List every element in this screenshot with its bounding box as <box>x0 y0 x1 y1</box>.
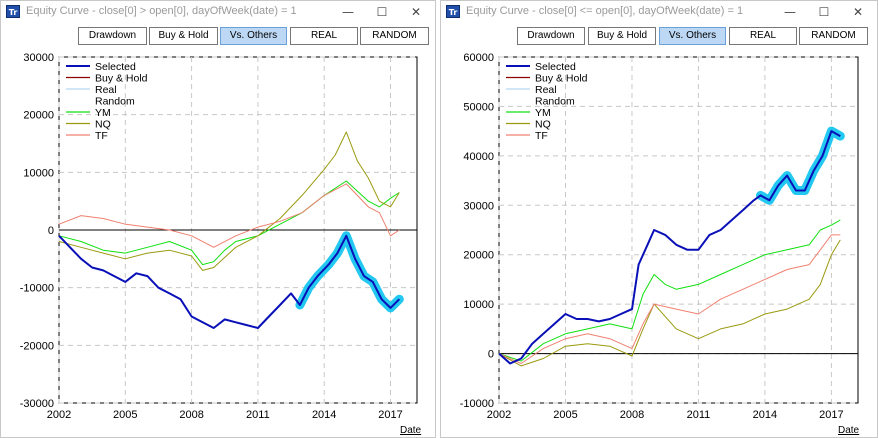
y-tick-label: 0 <box>488 349 494 361</box>
y-tick-label: 10000 <box>23 167 54 179</box>
y-tick-label: 10000 <box>463 299 494 311</box>
buy-hold-button[interactable]: Buy & Hold <box>149 27 218 45</box>
series-line-selected <box>58 234 401 329</box>
y-tick-label: -20000 <box>20 340 54 352</box>
series-line-nq <box>498 239 841 367</box>
x-tick-label: 2005 <box>553 409 577 421</box>
legend-label: NQ <box>535 119 551 131</box>
buy-hold-button[interactable]: Buy & Hold <box>588 27 656 45</box>
legend-label: Random <box>95 96 135 108</box>
legend-label: NQ <box>95 119 111 131</box>
series-line-nq <box>58 131 400 271</box>
legend-label: YM <box>95 107 111 119</box>
title-bar[interactable]: Tr Equity Curve - close[0] > open[0], da… <box>1 1 435 23</box>
legend-label: YM <box>535 107 551 119</box>
y-tick-label: 40000 <box>463 151 494 163</box>
x-tick-label: 2002 <box>47 409 71 421</box>
equity-window-2: Tr Equity Curve - close[0] <= open[0], d… <box>440 0 878 438</box>
x-tick-label: 2008 <box>620 409 644 421</box>
window-title: Equity Curve - close[0] <= open[0], dayO… <box>466 5 744 17</box>
x-tick-label: 2017 <box>819 409 843 421</box>
legend-label: TF <box>95 130 108 142</box>
drawdown-button[interactable]: Drawdown <box>517 27 585 45</box>
vs-others-button[interactable]: Vs. Others <box>220 27 287 45</box>
y-tick-label: 30000 <box>23 52 54 64</box>
close-icon[interactable]: ✕ <box>852 5 864 19</box>
equity-window-1: Tr Equity Curve - close[0] > open[0], da… <box>0 0 436 438</box>
maximize-icon[interactable]: ☐ <box>818 5 830 19</box>
minimize-icon[interactable]: — <box>342 5 354 19</box>
equity-chart-1: -30000 -20000 -10000 0 10000 20000 30000 2002 20… <box>20 52 418 421</box>
minimize-icon[interactable]: — <box>784 5 796 19</box>
legend-label: Selected <box>95 61 136 73</box>
date-axis-label[interactable]: Date <box>400 425 422 436</box>
legend-label: Buy & Hold <box>95 73 148 85</box>
legend-label: Real <box>535 84 557 96</box>
maximize-icon[interactable]: ☐ <box>376 5 388 19</box>
y-tick-label: 30000 <box>463 200 494 212</box>
legend-label: Selected <box>535 61 576 73</box>
real-button[interactable]: REAL <box>729 27 797 45</box>
y-tick-label: -10000 <box>20 283 54 295</box>
y-tick-label: -30000 <box>20 398 54 410</box>
date-axis-label[interactable]: Date <box>838 425 860 436</box>
x-tick-label: 2011 <box>246 409 270 421</box>
legend-label: Random <box>535 96 575 108</box>
x-tick-label: 2011 <box>687 409 711 421</box>
series-line-ym <box>58 180 400 266</box>
y-tick-label: 20000 <box>23 110 54 122</box>
random-button[interactable]: RANDOM <box>360 27 429 45</box>
app-icon: Tr <box>6 5 20 18</box>
vs-others-button[interactable]: Vs. Others <box>659 27 726 45</box>
x-tick-label: 2002 <box>487 409 511 421</box>
x-tick-label: 2014 <box>753 409 777 421</box>
series-line-tf <box>58 183 400 248</box>
legend-label: Real <box>95 84 117 96</box>
random-button[interactable]: RANDOM <box>799 27 868 45</box>
real-button[interactable]: REAL <box>290 27 358 45</box>
x-tick-label: 2005 <box>113 409 137 421</box>
y-tick-label: 0 <box>48 225 54 237</box>
y-tick-label: 60000 <box>463 52 494 64</box>
x-tick-label: 2017 <box>378 409 402 421</box>
y-tick-label: -10000 <box>460 398 494 410</box>
window-title: Equity Curve - close[0] > open[0], dayOf… <box>26 5 297 17</box>
plot-area <box>498 56 859 404</box>
equity-chart-2: -10000 0 10000 20000 30000 40000 50000 60000 200… <box>460 52 859 421</box>
drawdown-button[interactable]: Drawdown <box>78 27 147 45</box>
series-line-ym <box>498 219 841 362</box>
legend-label: Buy & Hold <box>535 73 588 85</box>
app-icon: Tr <box>446 5 460 18</box>
y-tick-label: 50000 <box>463 101 494 113</box>
series-line-tf <box>498 234 841 364</box>
legend-label: TF <box>535 130 548 142</box>
close-icon[interactable]: ✕ <box>410 5 422 19</box>
title-bar[interactable]: Tr Equity Curve - close[0] <= open[0], d… <box>441 1 877 23</box>
series-line-selected <box>498 130 841 365</box>
x-tick-label: 2014 <box>312 409 336 421</box>
x-tick-label: 2008 <box>179 409 203 421</box>
y-tick-label: 20000 <box>463 250 494 262</box>
